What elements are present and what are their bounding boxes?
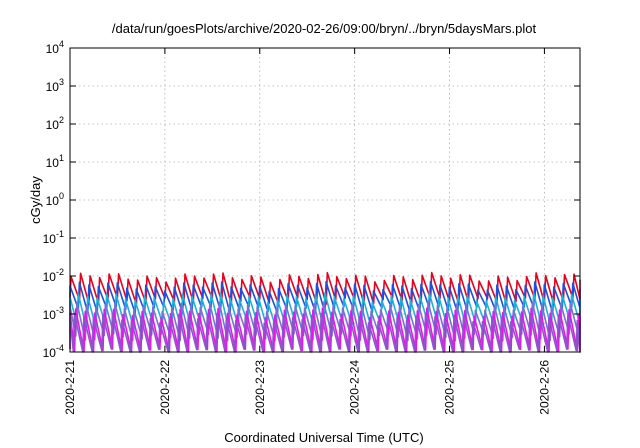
chart-title: /data/run/goesPlots/archive/2020-02-26/0… xyxy=(112,21,537,36)
y-tick-label: 102 xyxy=(46,115,64,132)
y-axis-ticks: 104 103 102 101 100 10-1 10-2 10-3 10-4 xyxy=(43,39,580,360)
y-tick-label: 10-4 xyxy=(43,343,64,360)
x-tick-label: 2020-2-21 xyxy=(63,360,77,415)
y-tick-label: 10-2 xyxy=(43,267,64,284)
series-line xyxy=(69,307,581,353)
series-line xyxy=(69,312,581,353)
y-axis-label: cGy/day xyxy=(28,176,43,224)
x-tick-label: 2020-2-23 xyxy=(253,360,267,415)
y-tick-label: 103 xyxy=(46,77,64,94)
x-axis-label: Coordinated Universal Time (UTC) xyxy=(224,430,423,445)
y-tick-label: 100 xyxy=(46,191,64,208)
x-tick-label: 2020-2-22 xyxy=(158,360,172,415)
y-tick-label: 101 xyxy=(46,153,64,170)
y-tick-label: 10-3 xyxy=(43,305,64,322)
series-lines xyxy=(69,271,581,353)
x-axis-ticks: 2020-2-21 2020-2-22 2020-2-23 2020-2-24 2020… xyxy=(63,48,551,415)
x-tick-label: 2020-2-25 xyxy=(443,360,457,415)
y-tick-label: 10-1 xyxy=(43,229,64,246)
x-tick-label: 2020-2-24 xyxy=(348,360,362,415)
y-tick-label: 104 xyxy=(46,39,64,56)
x-tick-label: 2020-2-26 xyxy=(537,360,551,415)
